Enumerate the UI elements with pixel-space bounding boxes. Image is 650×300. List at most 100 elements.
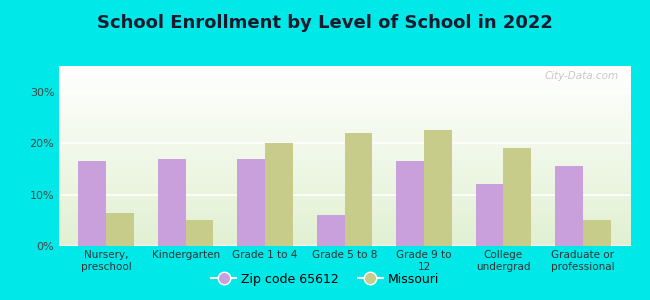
Bar	[58, 86, 630, 88]
Bar	[58, 194, 630, 196]
Bar	[58, 134, 630, 136]
Bar	[555, 166, 583, 246]
Bar	[58, 239, 630, 241]
Bar	[58, 73, 630, 75]
Bar	[424, 130, 452, 246]
Bar	[58, 75, 630, 77]
Bar	[58, 145, 630, 147]
Bar	[58, 109, 630, 111]
Bar	[58, 228, 630, 230]
Bar	[58, 113, 630, 115]
Bar	[58, 214, 630, 215]
Bar	[58, 104, 630, 106]
Bar	[58, 232, 630, 233]
Bar	[106, 213, 134, 246]
Bar	[58, 140, 630, 142]
Bar	[58, 125, 630, 127]
Bar	[58, 178, 630, 179]
Bar	[58, 183, 630, 185]
Bar	[58, 188, 630, 190]
Bar	[58, 122, 630, 124]
Bar	[58, 154, 630, 156]
Bar	[58, 70, 630, 71]
Bar	[58, 142, 630, 143]
Bar	[58, 100, 630, 102]
Bar	[58, 165, 630, 167]
Bar	[58, 136, 630, 138]
Bar	[58, 185, 630, 187]
Bar	[79, 161, 106, 246]
Bar	[58, 172, 630, 174]
Bar	[58, 129, 630, 131]
Bar	[58, 205, 630, 206]
Bar	[58, 208, 630, 210]
Bar	[58, 115, 630, 116]
Bar	[58, 167, 630, 169]
Bar	[58, 88, 630, 89]
Bar	[58, 206, 630, 208]
Bar	[58, 192, 630, 194]
Bar	[58, 111, 630, 113]
Text: City-Data.com: City-Data.com	[545, 71, 619, 81]
Bar	[58, 160, 630, 161]
Bar	[58, 235, 630, 237]
Bar	[58, 124, 630, 125]
Bar	[58, 161, 630, 163]
Bar	[58, 219, 630, 221]
Bar	[58, 233, 630, 235]
Bar	[58, 163, 630, 165]
Bar	[396, 161, 424, 246]
Bar	[58, 226, 630, 228]
Bar	[503, 148, 531, 246]
Bar	[58, 190, 630, 192]
Bar	[58, 158, 630, 160]
Bar	[58, 93, 630, 95]
Bar	[58, 80, 630, 82]
Bar	[58, 152, 630, 154]
Bar	[58, 230, 630, 232]
Bar	[58, 91, 630, 93]
Bar	[58, 196, 630, 197]
Bar	[58, 169, 630, 170]
Text: School Enrollment by Level of School in 2022: School Enrollment by Level of School in …	[97, 14, 553, 32]
Bar	[158, 159, 186, 246]
Bar	[58, 174, 630, 176]
Bar	[58, 131, 630, 133]
Bar	[58, 210, 630, 212]
Bar	[58, 179, 630, 181]
Bar	[58, 95, 630, 97]
Bar	[58, 102, 630, 104]
Legend: Zip code 65612, Missouri: Zip code 65612, Missouri	[206, 268, 444, 291]
Bar	[58, 203, 630, 205]
Bar	[58, 127, 630, 129]
Bar	[265, 143, 293, 246]
Bar	[583, 220, 610, 246]
Bar	[344, 133, 372, 246]
Bar	[58, 224, 630, 226]
Bar	[58, 97, 630, 98]
Bar	[58, 98, 630, 100]
Bar	[58, 241, 630, 242]
Bar	[58, 82, 630, 84]
Bar	[58, 170, 630, 172]
Bar	[58, 215, 630, 217]
Bar	[58, 79, 630, 80]
Bar	[58, 84, 630, 86]
Bar	[58, 106, 630, 107]
Bar	[58, 107, 630, 109]
Bar	[58, 212, 630, 214]
Bar	[58, 176, 630, 178]
Bar	[58, 156, 630, 158]
Bar	[58, 221, 630, 223]
Bar	[58, 181, 630, 183]
Bar	[58, 66, 630, 68]
Bar	[237, 159, 265, 246]
Bar	[476, 184, 503, 246]
Bar	[58, 201, 630, 203]
Bar	[58, 237, 630, 239]
Bar	[58, 242, 630, 244]
Bar	[58, 197, 630, 199]
Bar	[58, 151, 630, 152]
Bar	[58, 77, 630, 79]
Bar	[58, 120, 630, 122]
